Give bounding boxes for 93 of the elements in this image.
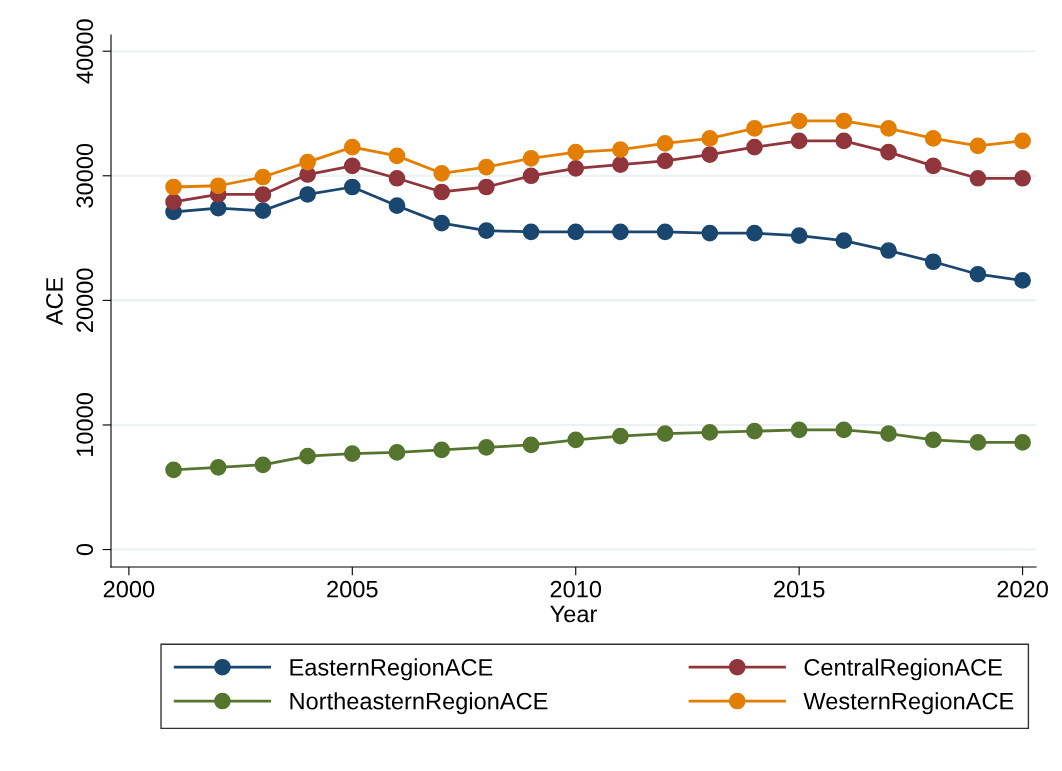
point (746, 224, 763, 242)
point (567, 431, 585, 449)
point (388, 444, 406, 461)
point (209, 177, 227, 195)
point (701, 146, 719, 163)
point (522, 223, 540, 241)
legend-label: WesternRegionACE (803, 692, 1014, 715)
point (165, 461, 182, 479)
point (656, 135, 674, 152)
point (612, 427, 629, 445)
point (701, 424, 719, 441)
point (880, 143, 897, 161)
point (433, 441, 451, 459)
point (969, 265, 987, 283)
point (612, 223, 629, 241)
y-tick-label: 0 (76, 543, 94, 556)
point (612, 141, 629, 158)
point (880, 120, 897, 137)
point (835, 421, 853, 439)
point (254, 186, 272, 203)
point (835, 132, 853, 150)
x-tick-label: 2010 (550, 580, 602, 598)
point (969, 169, 987, 187)
point (701, 130, 719, 147)
point (478, 158, 495, 176)
point (343, 178, 361, 196)
point (433, 164, 451, 182)
point (478, 439, 495, 456)
point (433, 183, 451, 201)
point (835, 112, 853, 130)
point (388, 169, 406, 187)
point (165, 178, 182, 196)
point (522, 167, 540, 185)
point (746, 138, 763, 156)
point (433, 214, 451, 232)
point (1014, 434, 1031, 451)
y-tick-label: 20000 (76, 268, 94, 333)
point (254, 202, 272, 220)
y-tick-label: 10000 (76, 393, 94, 456)
point (254, 456, 272, 474)
point (656, 425, 674, 443)
point (254, 168, 272, 186)
point (299, 186, 316, 203)
point (522, 436, 540, 454)
point (343, 138, 361, 156)
point (343, 157, 361, 175)
point (701, 224, 719, 242)
point (924, 157, 942, 175)
point (790, 227, 808, 244)
point (1014, 272, 1031, 289)
point (1014, 169, 1031, 187)
point (746, 422, 763, 440)
point (880, 242, 897, 259)
x-tick-label: 2000 (103, 580, 155, 598)
point (656, 223, 674, 241)
x-tick-label: 2020 (997, 580, 1048, 598)
x-tick-label: 2005 (327, 580, 378, 598)
point (790, 132, 808, 150)
point (209, 458, 227, 476)
point (880, 425, 897, 443)
y-axis-title: ACE (46, 277, 63, 326)
point (478, 222, 495, 239)
point (835, 232, 853, 249)
point (388, 197, 406, 215)
x-axis-title: Year (550, 605, 597, 623)
point (522, 150, 540, 167)
point (924, 130, 942, 147)
point (924, 253, 942, 271)
point (746, 120, 763, 137)
y-tick-label: 40000 (76, 19, 94, 84)
point (165, 193, 182, 211)
y-tick-label: 30000 (76, 143, 94, 208)
point (924, 431, 942, 449)
point (567, 143, 585, 161)
point (567, 159, 585, 177)
legend-label: EasternRegionACE (290, 658, 493, 681)
point (790, 421, 808, 439)
point (612, 156, 629, 173)
legend-label: CentralRegionACE (804, 658, 1002, 681)
point (343, 445, 361, 462)
point (790, 112, 808, 130)
point (1014, 132, 1031, 150)
point (388, 147, 406, 165)
point (567, 223, 585, 241)
point (969, 434, 987, 451)
point (209, 199, 227, 217)
point (299, 153, 316, 171)
point (969, 137, 987, 155)
point (478, 178, 495, 196)
legend-label: NortheasternRegionACE (290, 692, 548, 715)
point (299, 447, 316, 465)
x-tick-label: 2015 (774, 580, 825, 598)
point (656, 152, 674, 170)
